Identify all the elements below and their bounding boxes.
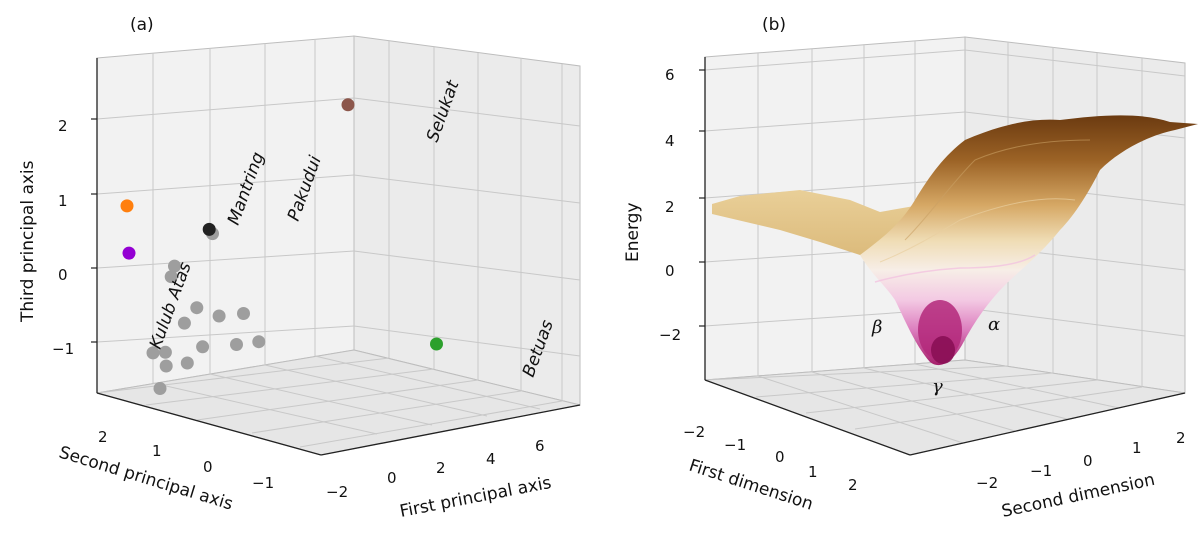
scatter-point	[252, 335, 266, 349]
panel-a-x-tick: 4	[486, 450, 496, 468]
panel-b-y-tick: 1	[1132, 439, 1142, 457]
panel-b-z-ticks: 6 4 2 0 −2	[659, 66, 705, 344]
panel-a-x-axis-line	[320, 404, 581, 456]
energy-surface	[712, 115, 1198, 366]
panel-b-y-label: Second dimension	[1000, 470, 1157, 522]
panel-b-z-tick: −2	[659, 326, 681, 344]
scatter-point-mantring	[120, 199, 134, 213]
panel-b-x-ticks: −2 −1 0 1 2	[683, 423, 858, 494]
surface-plateau	[712, 190, 930, 255]
panel-a-z-tick: 1	[58, 192, 68, 210]
scatter-point	[153, 382, 167, 395]
panel-a-z-tick: −1	[52, 340, 74, 358]
panel-b-x-axis-line	[704, 379, 911, 456]
panel-a-x-tick: 2	[436, 459, 446, 477]
panel-a-z-label: Third principal axis	[18, 160, 38, 323]
panel-b-x-tick: 1	[808, 463, 818, 481]
panel-b-y-tick: −1	[1030, 462, 1052, 480]
panel-b-z-label: Energy	[623, 202, 643, 262]
scatter-point	[190, 301, 204, 315]
minimum-alpha-label: α	[988, 314, 1000, 335]
panel-b-z-tick: 6	[665, 66, 675, 84]
panel-b-y-axis-line	[909, 392, 1186, 456]
panel-b-z-tick: 0	[665, 262, 675, 280]
panel-a-x-tick: −2	[326, 483, 348, 501]
scatter-point	[230, 338, 243, 351]
panel-a-y-axis-line	[96, 392, 322, 456]
scatter-point	[196, 340, 210, 354]
panel-b-y-ticks: −2 −1 0 1 2	[976, 429, 1186, 492]
scatter-point-kulub-atas	[122, 246, 136, 260]
scatter-point	[146, 346, 160, 360]
panel-a-y-ticks: 2 1 0 −1	[98, 428, 274, 492]
surface-band	[874, 254, 1036, 283]
panel-b-x-tick: 2	[848, 476, 858, 494]
panel-b-z-tick: 2	[665, 198, 675, 216]
scatter-point-betuas	[430, 337, 443, 351]
panel-b: (b)	[623, 15, 1198, 522]
panel-a-label: (a)	[130, 15, 154, 35]
panel-b-label: (b)	[762, 15, 786, 35]
panel-a-y-tick: 1	[152, 442, 162, 460]
panel-a-z-tick: 0	[58, 266, 68, 284]
panel-a-y-label: Second principal axis	[57, 443, 236, 515]
panel-a-z-tick: 2	[58, 117, 68, 135]
panel-a-grid	[96, 39, 581, 448]
scatter-point	[168, 259, 181, 273]
minimum-beta-label: β	[871, 317, 882, 338]
panel-b-y-tick: 2	[1176, 429, 1186, 447]
panel-b-y-tick: 0	[1083, 452, 1093, 470]
surface-well-bottom	[931, 336, 955, 364]
panel-a-y-tick: 0	[203, 458, 213, 476]
panel-a-x-label: First principal axis	[398, 473, 553, 522]
panel-a-x-ticks: −2 0 2 4 6	[326, 437, 545, 501]
panel-b-x-tick: −2	[683, 423, 705, 441]
minimum-gamma-label: γ	[932, 376, 943, 397]
panel-a-points	[120, 98, 443, 395]
panel-a-y-tick: 2	[98, 428, 108, 446]
scatter-point	[158, 345, 172, 359]
panel-b-x-tick: 0	[775, 448, 785, 466]
scatter-point	[177, 316, 191, 330]
surface-band	[904, 139, 1091, 241]
scatter-point-pakudui	[202, 222, 216, 236]
panel-a-x-tick: 6	[535, 437, 545, 455]
scatter-point-selukat	[341, 98, 355, 112]
panel-a-y-tick: −1	[252, 474, 274, 492]
panel-b-x-tick: −1	[724, 436, 746, 454]
panel-a-z-ticks: 2 1 0 −1	[52, 117, 97, 358]
panel-a: (a)	[18, 15, 581, 522]
panel-a-x-tick: 0	[387, 469, 397, 487]
panel-b-z-tick: 4	[665, 132, 675, 150]
scatter-point	[180, 356, 194, 370]
panel-b-y-tick: −2	[976, 474, 998, 492]
panel-b-x-label: First dimension	[686, 456, 815, 515]
scatter-point	[237, 307, 250, 320]
scatter-point	[212, 309, 226, 323]
scatter-point	[164, 270, 178, 284]
surface-band	[879, 198, 1076, 263]
scatter-point	[159, 359, 173, 373]
